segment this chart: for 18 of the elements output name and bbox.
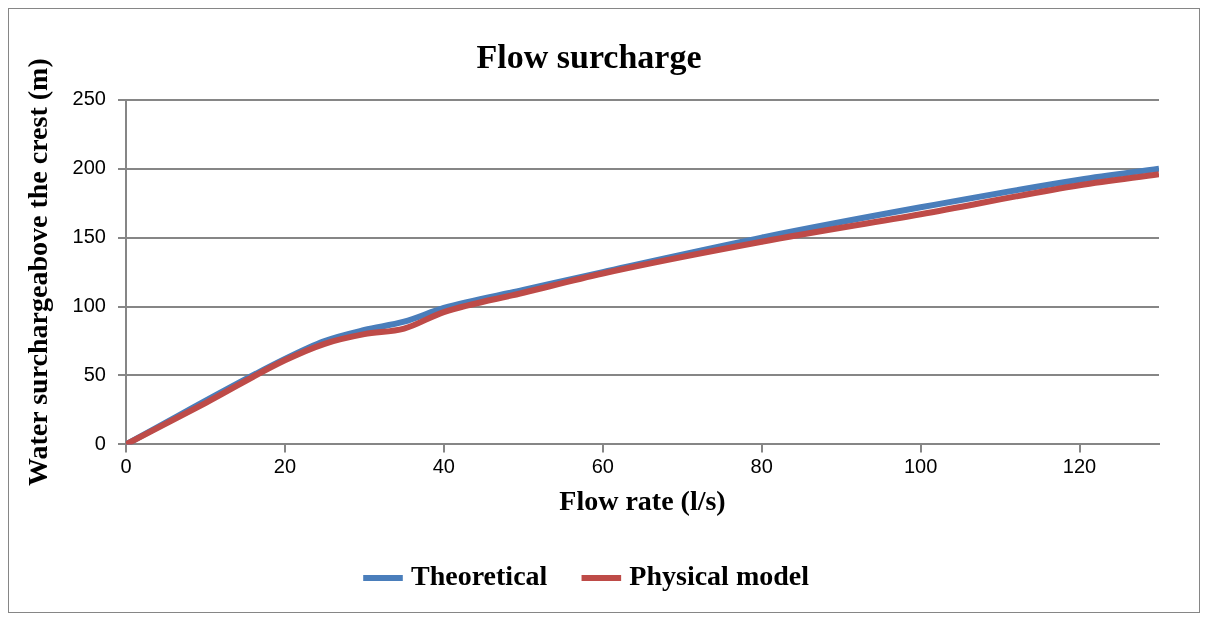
y-tick-label: 150 bbox=[72, 225, 106, 248]
x-tick-label: 120 bbox=[1062, 454, 1097, 477]
y-tick-label: 200 bbox=[72, 156, 106, 179]
legend-label: Physical model bbox=[629, 560, 810, 592]
legend-label: Theoretical bbox=[411, 560, 548, 592]
x-axis-title: Flow rate (l/s) bbox=[559, 485, 726, 517]
y-tick-label: 50 bbox=[83, 363, 106, 385]
x-tick-label: 60 bbox=[591, 454, 614, 477]
x-tick-label: 20 bbox=[273, 454, 297, 477]
y-axis-title: Water surchargeabove the crest (m) bbox=[22, 58, 54, 486]
x-tick-label: 100 bbox=[903, 454, 938, 477]
y-tick-label: 100 bbox=[72, 294, 106, 317]
x-tick-label: 80 bbox=[750, 454, 773, 477]
chart-title: Flow surcharge bbox=[476, 38, 702, 76]
y-tick-label: 0 bbox=[94, 431, 106, 454]
y-tick-label: 250 bbox=[72, 87, 106, 110]
x-tick-label: 0 bbox=[120, 454, 132, 477]
x-tick-label: 40 bbox=[432, 454, 455, 477]
